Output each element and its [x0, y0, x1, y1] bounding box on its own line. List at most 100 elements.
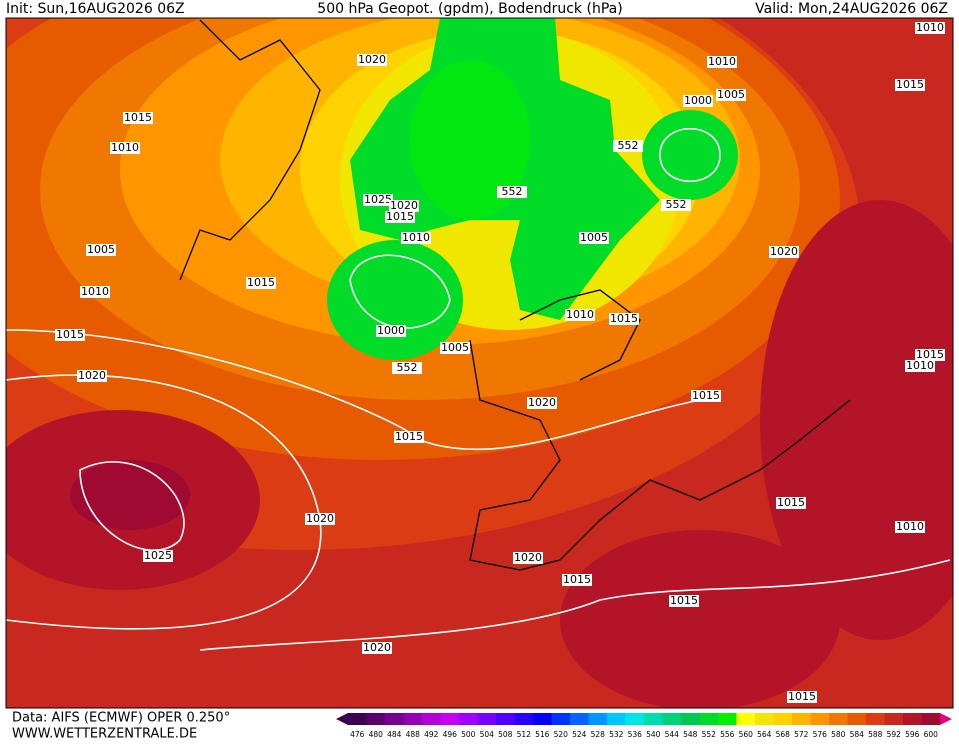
isobar-label: 1020: [390, 199, 418, 212]
isobar-label-bg: [527, 397, 557, 409]
isobar-label-bg: [669, 595, 699, 607]
isobar-label: 1000: [684, 94, 712, 107]
colorbar-swatch: [921, 713, 941, 725]
isobar-label-bg: [110, 142, 140, 154]
colorbar-label: 520: [554, 730, 569, 739]
isobar-label-bg: [707, 56, 737, 68]
colorbar-label: 556: [720, 730, 735, 739]
colorbar-label: 560: [739, 730, 754, 739]
init-time: Init: Sun,16AUG2026 06Z: [6, 1, 185, 17]
colorbar-label: 592: [887, 730, 902, 739]
isobar-label-bg: [691, 390, 721, 402]
colorbar-swatch: [866, 713, 885, 725]
colorbar-label: 548: [683, 730, 698, 739]
colorbar-label: 492: [424, 730, 439, 739]
isobar-label: 1020: [363, 641, 391, 654]
isobar-label-bg: [305, 513, 335, 525]
colorbar-swatch: [625, 713, 645, 725]
colorbar-swatch: [440, 713, 460, 725]
colorbar-swatch: [459, 713, 478, 725]
isobar-label-bg: [357, 54, 387, 66]
colorbar-label: 536: [628, 730, 643, 739]
colorbar-label: 528: [591, 730, 606, 739]
isobar: [79, 461, 185, 551]
isobar-label: 1010: [111, 141, 139, 154]
isobar-label: 1005: [717, 88, 745, 101]
valid-time: Valid: Mon,24AUG2026 06Z: [755, 1, 948, 17]
isobar-label-bg: [787, 691, 817, 703]
isobar-label-bg: [392, 362, 422, 374]
isobar-label-bg: [363, 194, 393, 206]
colorbar-swatch: [570, 713, 589, 725]
isobar-label: 1020: [306, 512, 334, 525]
isobar-label-bg: [376, 325, 406, 337]
isobar-label-bg: [55, 329, 85, 341]
isobar-label: 552: [502, 185, 523, 198]
isobar-label-bg: [776, 497, 806, 509]
isobar-label: 1010: [896, 520, 924, 533]
isobar-label: 1005: [441, 341, 469, 354]
colorbar-swatch: [903, 713, 922, 725]
isobar-label: 1010: [402, 231, 430, 244]
isobar-label-bg: [513, 552, 543, 564]
isobar-label-bg: [497, 186, 527, 198]
colorbar-swatch: [422, 713, 441, 725]
isobar-label: 1010: [906, 359, 934, 372]
isobar-label: 1015: [916, 348, 944, 361]
colorbar-label: 496: [443, 730, 458, 739]
coastline: [519, 289, 641, 381]
colorbar-label: 484: [387, 730, 402, 739]
isobar-label: 1015: [386, 210, 414, 223]
isobar-label: 1020: [514, 551, 542, 564]
colorbar-label: 532: [609, 730, 624, 739]
colorbar-swatch: [773, 713, 793, 725]
colorbar-swatch: [496, 713, 515, 725]
isobar-label-bg: [716, 89, 746, 101]
isobar-label-bg: [905, 360, 935, 372]
map-frame: [5, 17, 954, 709]
colorbar-swatch: [736, 713, 756, 725]
colorbar-swatch: [348, 713, 367, 725]
colorbar-swatch: [755, 713, 774, 725]
isobar-label: 1020: [78, 369, 106, 382]
isobar: [349, 254, 451, 329]
colorbar-label: 508: [498, 730, 513, 739]
isobar-label: 1015: [124, 111, 152, 124]
colorbar-swatch: [829, 713, 848, 725]
isobar-label: 1025: [144, 549, 172, 562]
colorbar-swatch: [514, 713, 534, 725]
isobar-label-bg: [385, 211, 415, 223]
colorbar-label: 552: [702, 730, 717, 739]
isobar-label-bg: [769, 246, 799, 258]
colorbar-label: 476: [350, 730, 365, 739]
isobar-label: 1020: [770, 245, 798, 258]
colorbar-swatch: [884, 713, 904, 725]
isobar-label: 1025: [364, 193, 392, 206]
isobar-label: 1015: [610, 312, 638, 325]
isobar-label: 552: [618, 139, 639, 152]
isobar-label-bg: [609, 313, 639, 325]
colorbar-label: 580: [831, 730, 846, 739]
colorbar-label: 544: [665, 730, 680, 739]
colorbar-swatch: [681, 713, 700, 725]
colorbar: 476 480 484 488 492 496 500 504 508 512 516 520 524 5…: [336, 713, 952, 739]
isobar-label-bg: [895, 521, 925, 533]
isobar-label-bg: [394, 431, 424, 443]
colorbar-swatch: [385, 713, 404, 725]
isobar-label: 1010: [566, 308, 594, 321]
colorbar-swatch: [644, 713, 663, 725]
data-source: Data: AIFS (ECMWF) OPER 0.250°: [12, 711, 230, 726]
colorbar-label: 504: [480, 730, 495, 739]
isobar-label-bg: [86, 244, 116, 256]
isobar-label: 1015: [788, 690, 816, 703]
colorbar-label: 512: [517, 730, 532, 739]
isobar-label-bg: [895, 79, 925, 91]
colorbar-label: 500: [461, 730, 476, 739]
isobar-label: 1015: [247, 276, 275, 289]
colorbar-swatch: [810, 713, 830, 725]
coastline: [179, 19, 321, 281]
isobar-label-bg: [123, 112, 153, 124]
isobar-label-bg: [915, 349, 945, 361]
